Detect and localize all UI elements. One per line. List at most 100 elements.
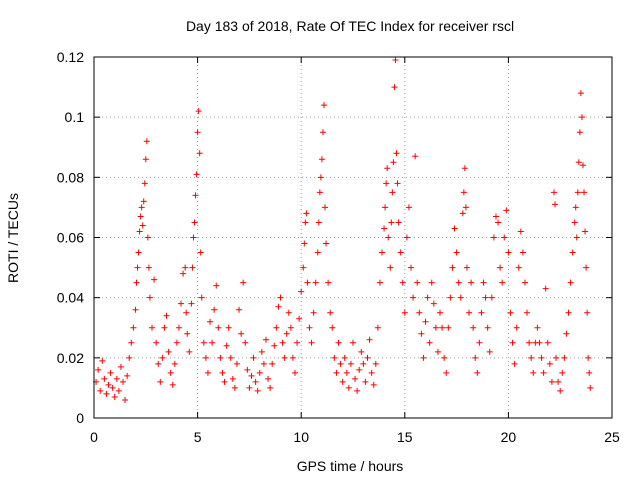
data-point	[149, 324, 156, 331]
y-tick-label: 0.08	[57, 169, 84, 185]
data-point	[153, 339, 160, 346]
x-tick-label: 20	[501, 429, 517, 445]
data-point	[345, 384, 352, 391]
data-point	[319, 129, 326, 136]
data-point	[335, 339, 342, 346]
data-point	[401, 309, 408, 316]
y-tick-label: 0.04	[57, 290, 84, 306]
data-point	[443, 369, 450, 376]
data-point	[538, 354, 545, 361]
data-point	[347, 360, 354, 367]
data-point	[331, 354, 338, 361]
data-point	[460, 189, 467, 196]
data-point	[439, 324, 446, 331]
data-point	[428, 279, 435, 286]
y-tick-label: 0.12	[57, 49, 84, 65]
data-point	[165, 348, 172, 355]
data-point	[548, 378, 555, 385]
data-point	[579, 162, 586, 169]
data-point	[356, 366, 363, 373]
data-point	[447, 294, 454, 301]
data-point	[385, 234, 392, 241]
data-point	[455, 279, 462, 286]
data-point	[414, 279, 421, 286]
data-point	[567, 279, 574, 286]
data-point	[145, 264, 152, 271]
data-point	[587, 384, 594, 391]
data-point	[246, 384, 253, 391]
data-point	[382, 204, 389, 211]
data-point	[389, 189, 396, 196]
data-point	[146, 294, 153, 301]
axis-ticks: 0 5 10 15 20 25 0 0.02 0.04 0.06 0.08 0.1 0.12	[57, 49, 620, 445]
x-tick-label: 15	[397, 429, 413, 445]
data-point	[159, 354, 166, 361]
data-point	[184, 330, 191, 337]
data-point	[482, 294, 489, 301]
data-point	[273, 324, 280, 331]
data-point	[275, 303, 282, 310]
data-point	[544, 339, 551, 346]
data-point	[503, 207, 510, 214]
data-point	[200, 339, 207, 346]
data-point	[459, 210, 466, 217]
data-point	[574, 189, 581, 196]
x-tick-label: 10	[293, 429, 309, 445]
data-point	[254, 387, 261, 394]
chart-title: Day 183 of 2018, Rate Of TEC Index for r…	[186, 18, 514, 34]
data-point	[546, 360, 553, 367]
data-point	[327, 309, 334, 316]
data-point	[480, 279, 487, 286]
data-point	[269, 360, 276, 367]
data-point	[519, 249, 526, 256]
data-point	[403, 234, 410, 241]
data-point	[283, 330, 290, 337]
data-point	[372, 360, 379, 367]
data-point	[453, 249, 460, 256]
data-point	[308, 339, 315, 346]
data-point	[167, 369, 174, 376]
data-point	[550, 189, 557, 196]
data-point	[376, 279, 383, 286]
plot-frame	[93, 56, 613, 419]
data-point	[362, 378, 369, 385]
data-point	[437, 309, 444, 316]
data-point	[244, 366, 251, 373]
data-point	[183, 309, 190, 316]
y-tick-label: 0.1	[65, 109, 85, 125]
data-point	[296, 315, 303, 322]
x-tick-label: 0	[90, 429, 98, 445]
data-point	[390, 159, 397, 166]
data-point	[260, 360, 267, 367]
data-point	[388, 219, 395, 226]
data-point	[191, 219, 198, 226]
data-point	[320, 102, 327, 109]
data-point	[383, 180, 390, 187]
y-tick-label: 0	[76, 410, 84, 426]
data-points	[93, 57, 594, 403]
data-point	[410, 294, 417, 301]
data-point	[449, 264, 456, 271]
data-point	[495, 219, 502, 226]
data-point	[463, 264, 470, 271]
data-point	[405, 204, 412, 211]
data-point	[577, 90, 584, 97]
data-point	[521, 279, 528, 286]
data-point	[169, 381, 176, 388]
data-point	[105, 381, 112, 388]
data-point	[339, 378, 346, 385]
data-point	[329, 324, 336, 331]
data-point	[281, 354, 288, 361]
data-point	[137, 213, 144, 220]
data-point	[196, 150, 203, 157]
data-point	[430, 300, 437, 307]
data-point	[117, 363, 124, 370]
data-point	[294, 339, 301, 346]
data-point	[470, 324, 477, 331]
data-point	[412, 153, 419, 160]
data-point	[585, 354, 592, 361]
data-point	[474, 369, 481, 376]
data-point	[136, 228, 143, 235]
data-point	[115, 387, 122, 394]
